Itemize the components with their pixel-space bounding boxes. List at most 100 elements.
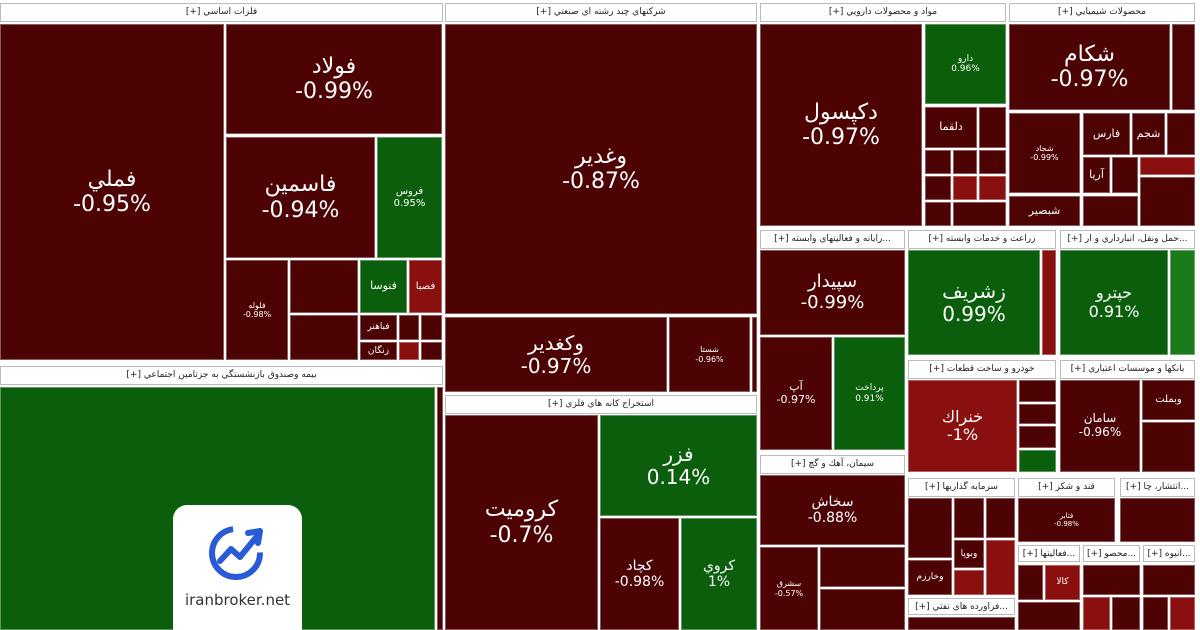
tile: فاسمين -0.94%: [226, 137, 375, 258]
tile-change: 0.91%: [855, 393, 884, 404]
tile-name: فنوسا: [370, 279, 397, 293]
tile: وغدير -0.87%: [445, 24, 757, 314]
tile-change: -0.96%: [695, 354, 724, 364]
tile: كچاد -0.98%: [600, 518, 679, 630]
tile: سشرق -0.57%: [760, 547, 818, 630]
tile: [1170, 250, 1195, 355]
tile: [1019, 426, 1056, 448]
tile-name: فارس: [1092, 126, 1121, 140]
tile: [421, 315, 442, 340]
tile: [1112, 157, 1138, 193]
tile-change: -0.87%: [562, 169, 640, 194]
tile: [954, 570, 984, 595]
tile-name: قثابر: [1059, 511, 1074, 520]
tile: دارو 0.96%: [925, 24, 1006, 104]
tile-change: -0.96%: [1078, 425, 1122, 439]
tile: [1120, 498, 1195, 542]
tile: فارس: [1083, 113, 1130, 155]
tile: شجاد -0.99%: [1009, 113, 1080, 193]
tile-change: -0.98%: [1054, 520, 1079, 528]
tile: سخاش -0.88%: [760, 475, 905, 545]
tile: وكغدير -0.97%: [445, 317, 667, 392]
tile: فولاد -0.99%: [226, 24, 442, 134]
sector-title: استخراج كانه هاي فلزي [+]: [445, 395, 757, 414]
tile: [1112, 597, 1140, 630]
tile: آپ -0.97%: [760, 337, 832, 450]
tile: وبوپا: [954, 540, 984, 568]
tile: [437, 387, 443, 630]
tile: [1140, 157, 1195, 175]
sector-title: ...فراورده هاي نفتي [+]: [908, 598, 1015, 615]
tile-name: وكغدير: [528, 330, 584, 355]
tile-name: وخارزم: [916, 572, 944, 583]
tile: [290, 315, 358, 360]
tile: [1083, 565, 1140, 595]
sector-title: بانكها و موسسات اعتباري [+]: [1060, 360, 1195, 379]
tile: [954, 498, 984, 538]
tile: وبملت: [1142, 380, 1195, 420]
tile: فنوسا: [360, 260, 407, 313]
tile: [820, 589, 905, 630]
tile-name: حپترو: [1095, 283, 1133, 303]
tile: [752, 317, 757, 392]
tile: [1019, 404, 1056, 424]
tile: [1042, 250, 1056, 355]
tile-change: -0.98%: [242, 310, 272, 319]
sector-title: ...حمل ونقل، انبارداري و ار [+]: [1060, 230, 1195, 249]
tile: زنگان: [360, 342, 397, 360]
tile-change: 0.99%: [942, 301, 1006, 326]
tile-name: شجم: [1136, 126, 1161, 140]
tile: [979, 150, 1006, 174]
tile-name: شجاد: [1035, 143, 1054, 153]
tile-change: -0.99%: [800, 291, 865, 313]
tile-name: زنگان: [367, 345, 390, 356]
tile: [1018, 565, 1043, 600]
tile-name: فلوله: [248, 300, 266, 310]
tile: [1083, 597, 1110, 630]
tile: فروس 0.95%: [377, 137, 442, 258]
tile: [1142, 422, 1195, 472]
sector-title: ...رايانه و فعاليتهاي وابسته [+]: [760, 230, 905, 249]
tile: [1172, 24, 1195, 110]
tile-change: 1%: [707, 574, 731, 590]
tile: [953, 150, 977, 174]
tile: [1143, 565, 1195, 595]
tile-change: -0.88%: [807, 510, 858, 526]
tile: قثابر -0.98%: [1018, 498, 1115, 542]
sector-title: ...فعاليتها [+]: [1018, 545, 1080, 562]
tile: [979, 107, 1006, 148]
tile: [1143, 597, 1168, 630]
tile: [925, 202, 951, 226]
tile-name: آپ: [789, 379, 803, 393]
tile: [1019, 380, 1056, 402]
tile-name: سشرق: [776, 579, 802, 589]
tile-name: وبوپا: [960, 548, 978, 559]
tile: كالا: [1045, 565, 1080, 600]
tile-change: -0.99%: [1030, 153, 1059, 162]
tile-change: 0.96%: [951, 64, 980, 74]
tile-name: پرداخت: [855, 383, 884, 394]
tile-name: كروميت: [484, 497, 559, 523]
tile-name: فروس: [395, 186, 424, 197]
tile: وخارزم: [908, 560, 952, 595]
tile: [399, 342, 419, 360]
sector-title: خودرو و ساخت قطعات [+]: [908, 360, 1056, 379]
tile: [925, 176, 951, 200]
tile-change: -0.57%: [774, 588, 804, 598]
tile: فصبا: [409, 260, 442, 313]
tile-name: سپيدار: [807, 270, 858, 292]
tile-name: زشريف: [942, 278, 1006, 303]
sector-title: فلزات اساسي [+]: [0, 3, 443, 22]
tile-name: كچاد: [626, 557, 653, 574]
sector-title: ...انتشار، چا [+]: [1120, 478, 1195, 497]
tile-change: -0.97%: [776, 392, 816, 406]
sector-title: مواد و محصولات دارويي [+]: [760, 3, 1006, 22]
tile: كروي 1%: [681, 518, 757, 630]
tile: [953, 176, 977, 200]
tile-name: فباهنر: [367, 322, 390, 333]
tile-name: كالا: [1056, 577, 1069, 588]
tile-change: -0.95%: [73, 192, 151, 217]
tile: زشريف 0.99%: [908, 250, 1040, 355]
tile-change: -0.99%: [295, 79, 373, 104]
